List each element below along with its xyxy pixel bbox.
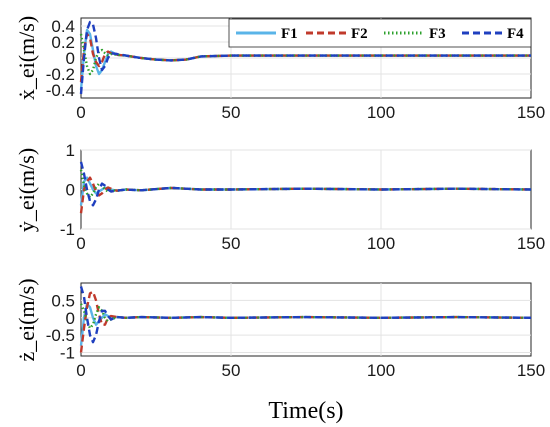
y-tick-label: 0.2 [51, 33, 75, 52]
y-tick-label: -1 [60, 220, 75, 239]
legend: F1 F2 F3 F4 [228, 18, 532, 48]
y-tick-label: -0.4 [46, 81, 75, 100]
panel-frame [80, 282, 532, 357]
x-tick-label: 0 [76, 234, 85, 253]
y-tick-label: -0.5 [46, 326, 75, 345]
x-tick-label: 0 [76, 103, 85, 122]
x-tick-label: 0 [76, 361, 85, 380]
y-tick-label: 1 [66, 141, 75, 160]
series-line-f4 [79, 286, 532, 344]
y-tick-label: 0 [66, 49, 75, 68]
y-tick-label: 0.5 [51, 291, 75, 310]
x-tick-label: 150 [517, 361, 545, 380]
legend-label-f3: F3 [429, 26, 446, 42]
y-tick-label: -0.2 [46, 65, 75, 84]
y-axis-label: ẋ_ei(m/s) [14, 16, 39, 100]
x-tick-label: 100 [367, 103, 395, 122]
series-line-f4 [79, 161, 532, 207]
x-axis-label: Time(s) [268, 398, 343, 424]
y-tick-label: 0 [66, 181, 75, 200]
x-tick-label: 100 [367, 234, 395, 253]
x-tick-label: 150 [517, 103, 545, 122]
x-tick-label: 50 [222, 361, 241, 380]
y-tick-label: -1 [60, 344, 75, 363]
legend-box [228, 18, 532, 48]
y-axis-label: ẏ_ei(m/s) [14, 148, 39, 232]
legend-label-f2: F2 [351, 26, 368, 42]
x-tick-label: 50 [222, 103, 241, 122]
x-tick-label: 100 [367, 361, 395, 380]
series-lines [79, 161, 532, 214]
series-line-f4 [79, 20, 531, 95]
series-lines [79, 20, 531, 95]
series-line-f2 [79, 176, 532, 214]
legend-label-f4: F4 [507, 26, 524, 42]
y-tick-label: 0.4 [51, 17, 75, 36]
series-lines [79, 286, 532, 353]
legend-label-f1: F1 [281, 26, 298, 42]
x-tick-label: 50 [222, 234, 241, 253]
x-tick-label: 150 [517, 234, 545, 253]
series-line-f3 [79, 33, 531, 76]
series-line-f2 [79, 290, 532, 353]
y-tick-label: 0 [66, 309, 75, 328]
y-axis-label: ż_ei(m/s) [14, 278, 39, 361]
